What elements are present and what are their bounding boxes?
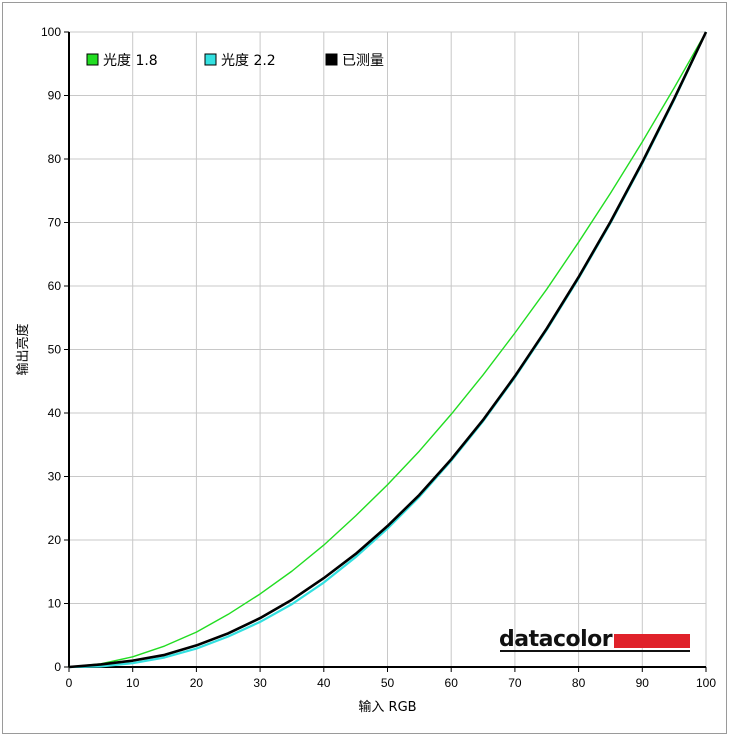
x-tick-label: 60 [445,676,459,690]
x-tick-label: 20 [190,676,204,690]
y-axis-label: 输出亮度 [15,323,31,375]
legend-entry: 已测量 [342,53,384,69]
x-tick-label: 0 [66,676,73,690]
legend-entry: 光度 2.2 [221,53,276,69]
series-line-3 [68,31,708,669]
y-tick-label: 10 [48,597,62,611]
x-tick-label: 30 [253,676,267,690]
x-axis-label: 输入 RGB [358,699,416,715]
legend-swatch [204,53,217,66]
x-tick-label: 70 [508,676,522,690]
y-tick-label: 100 [41,25,61,39]
datacolor-logo-bar [614,634,690,648]
y-tick-label: 40 [48,406,62,420]
y-tick-label: 0 [54,660,61,674]
y-tick-label: 80 [48,152,62,166]
x-tick-label: 100 [696,676,716,690]
x-tick-label: 40 [317,676,331,690]
x-tick-label: 10 [126,676,140,690]
y-tick-label: 30 [48,470,62,484]
legend-entry: 光度 1.8 [103,53,158,69]
y-tick-label: 70 [48,216,62,230]
y-tick-label: 90 [48,89,62,103]
y-tick-label: 60 [48,279,62,293]
series-line-1 [68,31,707,668]
y-tick-label: 50 [48,343,62,357]
x-tick-label: 80 [572,676,586,690]
x-tick-label: 90 [636,676,650,690]
datacolor-logo-text: datacolor [499,627,613,652]
x-tick-label: 50 [381,676,395,690]
legend-swatch [86,53,99,66]
legend-swatch [325,53,338,66]
y-tick-label: 20 [48,533,62,547]
